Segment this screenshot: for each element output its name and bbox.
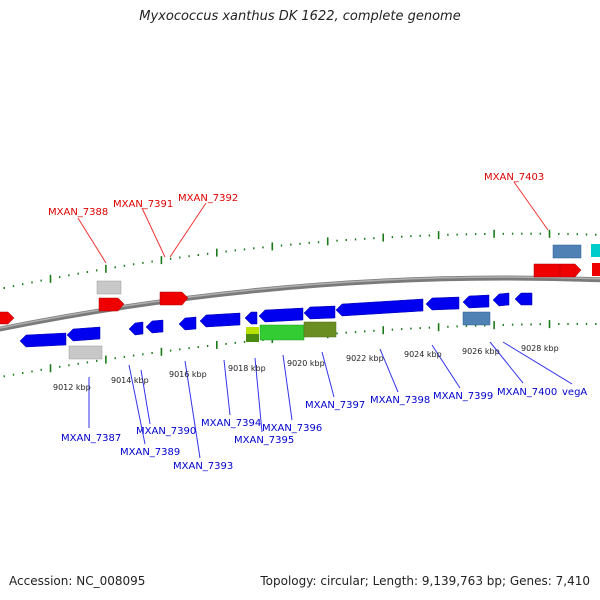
scale-label: 9024 kbp [404,350,442,359]
scale-label: 9016 kbp [169,370,207,379]
misc-feature[interactable] [462,311,491,326]
genome-backbone [0,275,600,332]
map-title: Myxococcus xanthus DK 1622, complete gen… [139,9,461,24]
gene-feature[interactable] [0,311,15,325]
upper-tick-arc [3,229,597,289]
gene-label[interactable]: MXAN_7389 [120,447,180,458]
gene-label[interactable]: MXAN_7391 [113,199,173,210]
label-leaders [77,181,573,459]
rna-feature[interactable] [68,345,103,360]
rna-feature[interactable] [96,280,122,295]
reverse-strand-features [19,292,533,360]
gene-feature[interactable] [303,305,336,320]
gene-feature[interactable] [492,292,510,307]
topology-text: Topology: circular; Length: 9,139,763 bp… [260,574,590,588]
scale-label: 9018 kbp [228,364,266,373]
gene-label[interactable]: MXAN_7396 [262,423,322,434]
gene-feature[interactable] [514,292,533,306]
gene-label[interactable]: MXAN_7397 [305,400,365,411]
gene-feature[interactable] [178,316,197,331]
gene-label[interactable]: MXAN_7392 [178,193,238,204]
gene-feature[interactable] [19,332,67,348]
gene-feature[interactable] [425,296,460,311]
gene-label[interactable]: MXAN_7387 [61,433,121,444]
scale-label: 9026 kbp [462,347,500,356]
gene-label[interactable]: MXAN_7403 [484,172,544,183]
scale-label: 9022 kbp [346,354,384,363]
gene-feature[interactable] [258,307,304,323]
gene-feature[interactable] [592,263,600,276]
gene-label[interactable]: MXAN_7395 [234,435,294,446]
scale-label: 9020 kbp [287,359,325,368]
gene-label[interactable]: MXAN_7394 [201,418,261,429]
misc-feature[interactable] [246,327,259,335]
gene-label[interactable]: MXAN_7400 [497,387,557,398]
gene-feature[interactable] [145,319,164,334]
gene-label[interactable]: MXAN_7398 [370,395,430,406]
scale-label: 9014 kbp [111,376,149,385]
gene-feature[interactable] [559,263,582,278]
gene-feature[interactable] [128,321,144,336]
gene-feature[interactable] [199,312,241,328]
genome-backbone-highlight [0,276,600,329]
gene-feature[interactable] [66,326,101,342]
misc-feature[interactable] [246,334,259,342]
gene-feature[interactable] [244,311,258,325]
gene-feature[interactable] [462,294,490,309]
gene-feature[interactable] [335,298,424,317]
gene-label[interactable]: MXAN_7390 [136,426,196,437]
gene-label[interactable]: vegA [562,387,587,398]
misc-feature[interactable] [591,244,600,257]
misc-feature[interactable] [259,324,305,341]
gene-label[interactable]: MXAN_7399 [433,391,493,402]
gene-feature[interactable] [98,297,125,312]
misc-feature[interactable] [552,244,582,259]
gene-feature[interactable] [159,291,189,306]
forward-strand-features [0,244,600,325]
gene-label[interactable]: MXAN_7388 [48,207,108,218]
misc-feature[interactable] [303,321,337,338]
scale-label: 9012 kbp [53,383,91,392]
scale-label: 9028 kbp [521,344,559,353]
gene-label[interactable]: MXAN_7393 [173,461,233,472]
accession-text: Accession: NC_008095 [9,574,146,588]
